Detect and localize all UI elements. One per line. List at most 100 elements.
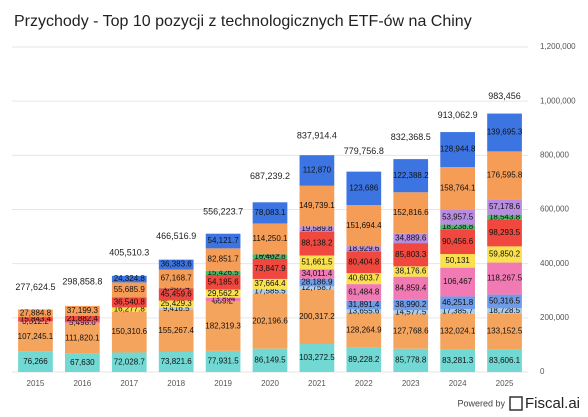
bar-segment — [158, 259, 194, 270]
segment-label: 61,484.8 — [348, 288, 380, 297]
bar-segment — [252, 348, 288, 372]
bar-segment — [299, 185, 335, 227]
segment-label: 114,250.1 — [253, 234, 289, 243]
segment-label: 9,416.5 — [163, 304, 190, 313]
segment-label: 18,929.6 — [348, 244, 380, 253]
segment-label: 132,024.1 — [440, 327, 476, 336]
bar-segment — [158, 352, 194, 372]
segment-label: 24,324.8 — [114, 274, 146, 283]
segment-label: 28,186.9 — [301, 278, 333, 287]
bar-segment — [205, 289, 241, 298]
bar-segment — [440, 166, 475, 210]
segment-label: 27,884.8 — [20, 308, 52, 317]
bar-segment — [440, 267, 475, 297]
segment-label: 107,245.1 — [18, 332, 54, 341]
bar-segment — [487, 313, 522, 350]
bar-segment — [205, 301, 241, 351]
bar-segment — [299, 155, 335, 186]
segment-label: 158,764.1 — [440, 184, 476, 193]
bar-segment — [18, 317, 53, 322]
segment-label: 36,540.8 — [114, 298, 146, 307]
bar-segment — [393, 243, 429, 267]
segment-label: 200,317.2 — [299, 312, 335, 321]
segment-label: 85,778.8 — [395, 355, 427, 364]
footer-brand: Fiscal.ai — [525, 395, 580, 412]
segment-label: 14,577.5 — [395, 307, 427, 316]
bar-segment — [65, 353, 100, 372]
segment-label: 37,664.4 — [254, 279, 286, 288]
segment-label: 18,728.5 — [489, 306, 521, 315]
x-tick-label: 2019 — [214, 379, 232, 388]
segment-label: 67,630 — [70, 358, 95, 367]
segment-label: 122,388.2 — [393, 171, 429, 180]
x-tick-label: 2020 — [261, 379, 279, 388]
segment-label: 127,768.6 — [393, 327, 429, 336]
segment-label: 31,891.4 — [348, 300, 380, 309]
y-tick-label: 400,000 — [540, 259, 569, 268]
bar-segment — [299, 286, 335, 290]
bar-segment — [393, 192, 429, 234]
segment-label: 150,310.6 — [111, 327, 147, 336]
bar-segment — [252, 293, 288, 349]
segment-label: 84,859.4 — [395, 283, 427, 292]
bar-segment — [65, 321, 100, 324]
total-label: 779,756.8 — [344, 146, 384, 156]
segment-label: 50,131 — [445, 256, 470, 265]
bar-segment — [487, 151, 522, 200]
bar-segment — [346, 313, 382, 348]
segment-label: 118,267.5 — [487, 274, 523, 283]
segment-label: 98,293.5 — [489, 228, 521, 237]
bar-segment — [18, 321, 53, 323]
bar-segment — [440, 313, 475, 350]
bar-segment — [299, 278, 335, 287]
bar-segment — [393, 299, 429, 311]
segment-label: 40,603.7 — [348, 274, 380, 283]
segment-label: 17,385.7 — [442, 306, 474, 315]
segment-label: 133,152.5 — [487, 326, 523, 335]
segment-label: 3,512.2 — [22, 317, 49, 326]
segment-label: 152,816.6 — [393, 208, 429, 217]
bar-segment — [440, 308, 475, 314]
segment-label: 16,277.8 — [114, 305, 146, 314]
y-tick-label: 1,000,000 — [540, 96, 576, 105]
segment-label: 34,011.4 — [302, 269, 333, 278]
segment-label: 89,228.2 — [348, 355, 380, 364]
segment-label: 128,944.8 — [440, 145, 476, 154]
x-tick-label: 2023 — [402, 379, 420, 388]
bar-segment — [18, 309, 53, 318]
bar-segment — [346, 246, 382, 252]
segment-label: 13,655.6 — [348, 306, 380, 315]
segment-label: 53,957.5 — [442, 212, 474, 221]
bar-segment — [440, 349, 475, 372]
segment-label: 80,404.8 — [348, 257, 380, 266]
total-label: 556,223.7 — [203, 207, 243, 217]
bar-segment — [487, 294, 522, 309]
bar-segment — [346, 347, 382, 372]
total-label: 913,062.9 — [438, 110, 478, 120]
segment-label: 51,661.5 — [301, 258, 333, 267]
y-tick-label: 1,200,000 — [540, 42, 576, 51]
segment-label: 151,694.4 — [346, 221, 382, 230]
segment-label: 54,185.6 — [208, 277, 240, 286]
segment-label: 18,238.8 — [442, 222, 474, 231]
bar-segment — [111, 311, 147, 353]
segment-label: 34,889.6 — [395, 233, 427, 242]
total-label: 687,239.2 — [250, 171, 290, 181]
segment-label: 82,851.7 — [208, 255, 240, 264]
segment-label: 38,990.2 — [395, 300, 427, 309]
segment-label: 202,196.6 — [252, 316, 288, 325]
bar-segment — [252, 278, 288, 290]
bar-segment — [487, 262, 522, 295]
segment-label: 19,589.8 — [301, 224, 333, 233]
bar-segment — [18, 322, 53, 352]
bar-segment — [18, 351, 53, 372]
bar-segment — [346, 284, 382, 301]
segment-label: 112,870 — [303, 166, 332, 175]
bar-segment — [346, 251, 382, 274]
bar-segment — [440, 254, 475, 268]
bar-segment — [346, 300, 382, 310]
bar-segment — [440, 209, 475, 225]
bar-segment — [487, 246, 522, 263]
segment-label: 18,543.8 — [489, 212, 521, 221]
segment-label: 12,758.7 — [301, 283, 333, 292]
